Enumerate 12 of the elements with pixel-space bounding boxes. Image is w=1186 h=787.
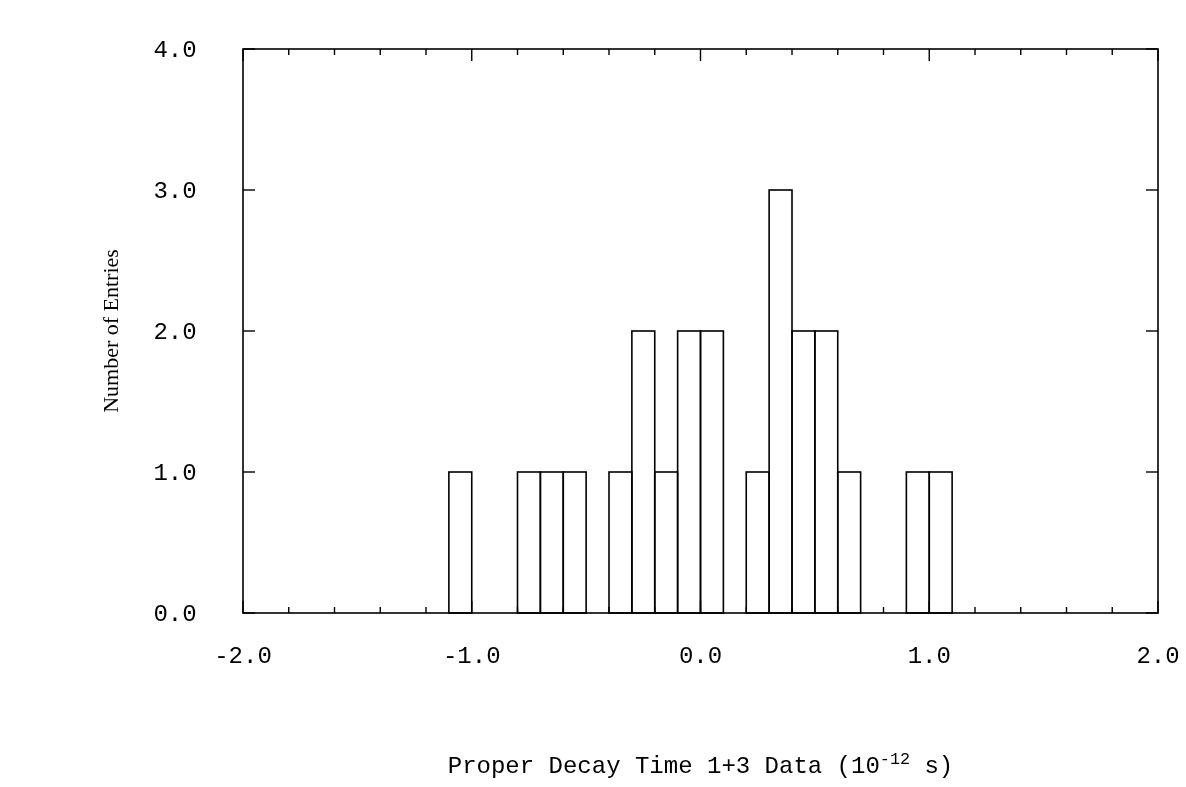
x-tick-label: 2.0	[1136, 643, 1180, 670]
x-tick-label: -1.0	[442, 643, 501, 670]
y-tick-label: 0.0	[153, 601, 197, 629]
y-tick-label: 2.0	[153, 319, 197, 347]
y-axis-title: Number of Entries	[98, 249, 123, 413]
y-tick-label: 3.0	[153, 178, 197, 206]
y-tick-label: 1.0	[153, 460, 197, 488]
y-tick-label: 4.0	[153, 37, 197, 65]
x-tick-label: 0.0	[678, 643, 723, 670]
x-tick-label: -2.0	[214, 643, 272, 670]
x-axis-title: Proper Decay Time 1+3 Data (10$^{-12}$ s)	[447, 749, 954, 780]
x-tick-label: 1.0	[907, 643, 951, 670]
